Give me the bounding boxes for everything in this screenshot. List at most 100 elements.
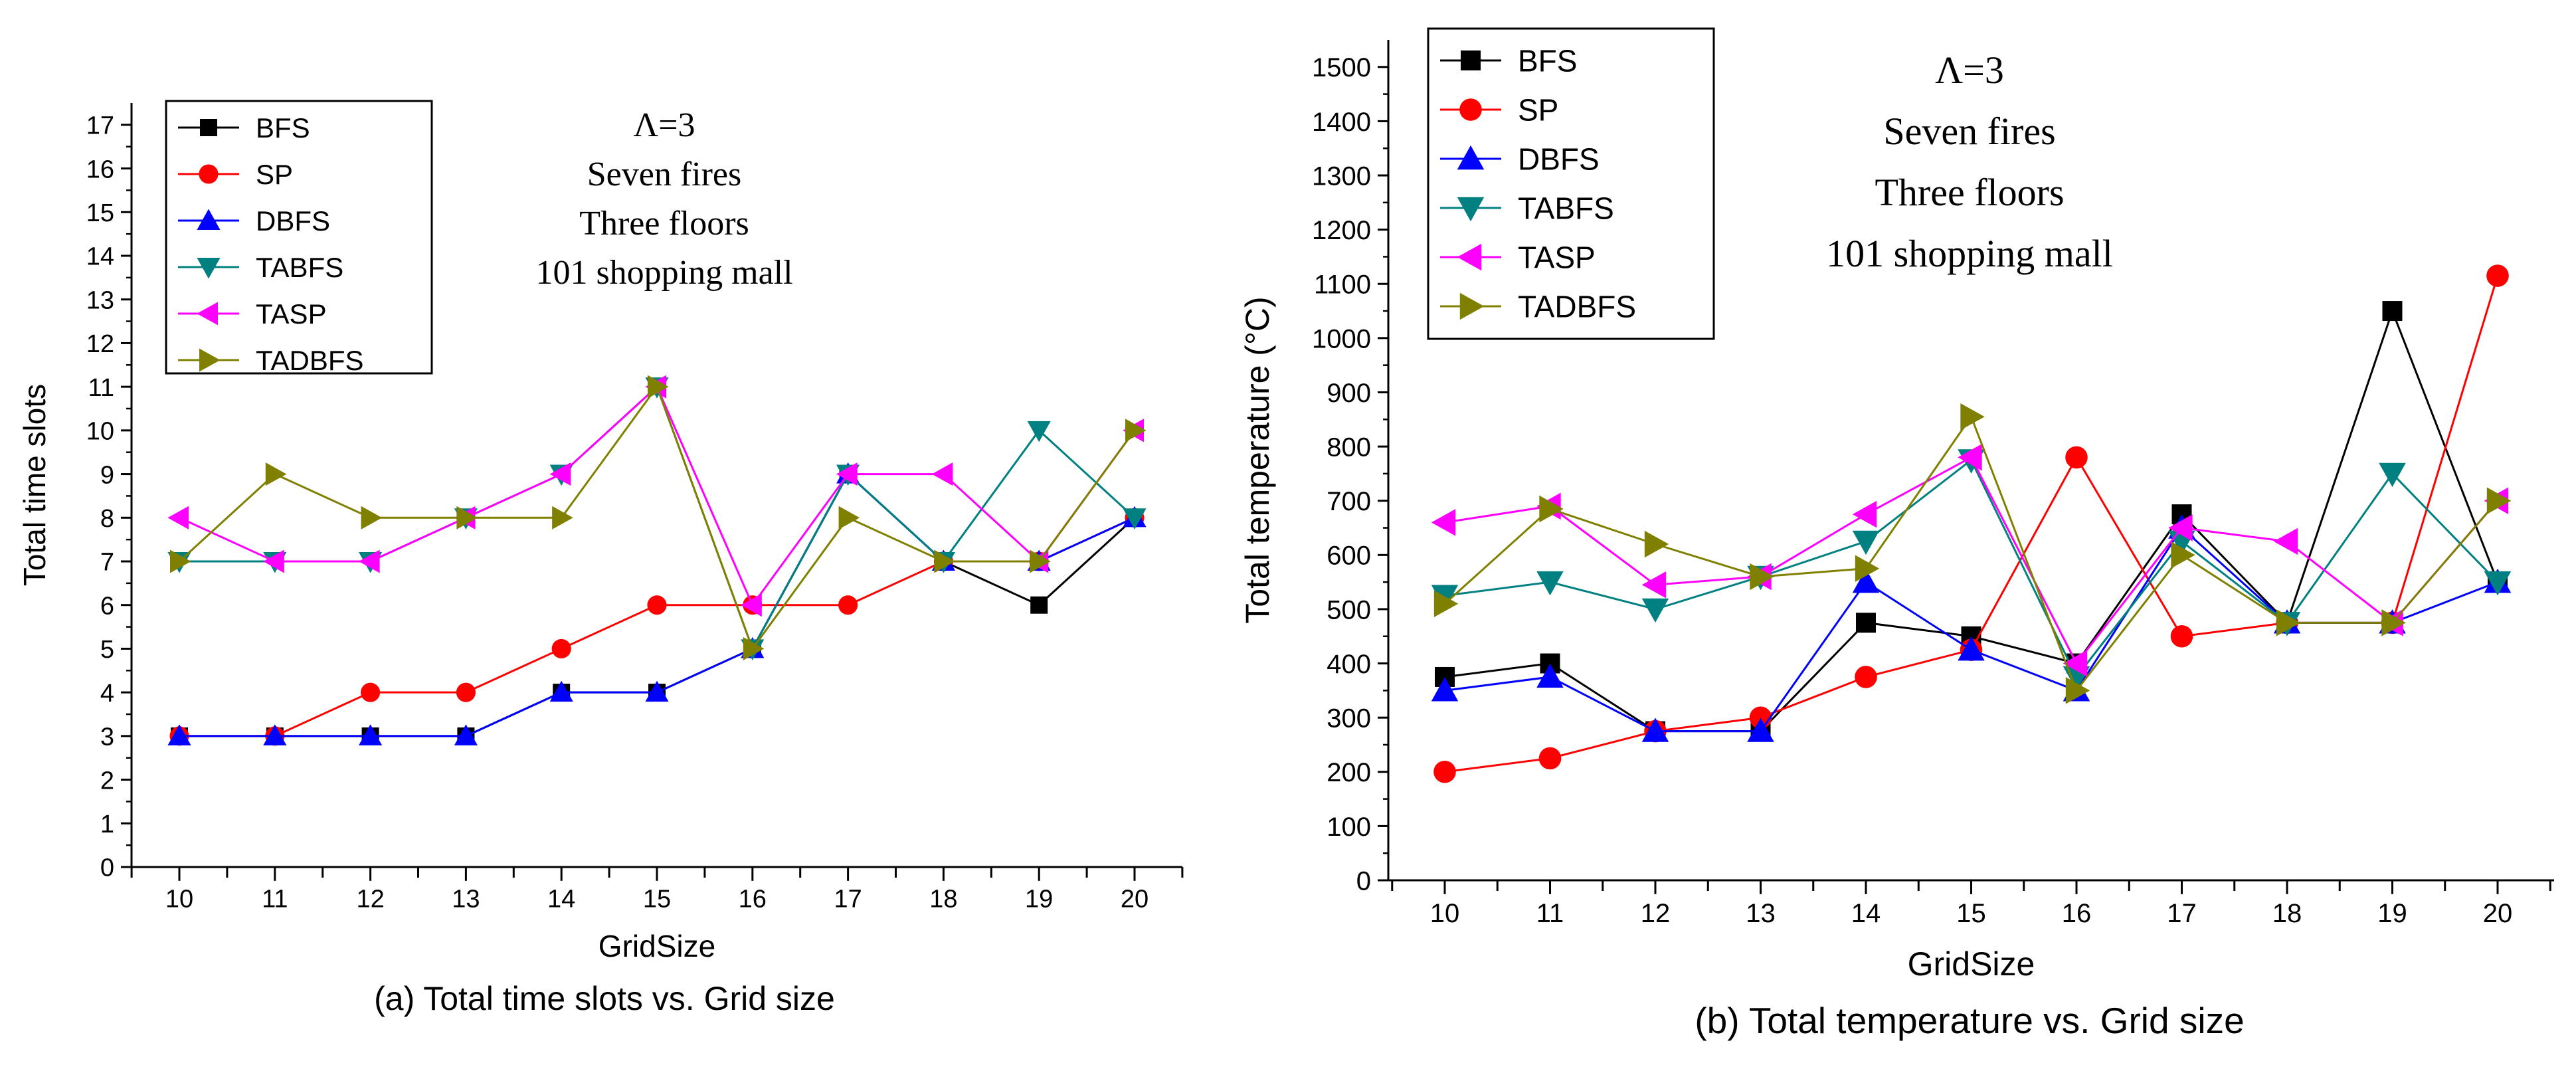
- data-point: [1852, 500, 1877, 528]
- series-tadbfs: [1433, 403, 2512, 704]
- legend-marker: [1461, 50, 1481, 70]
- legend-label: DBFS: [1518, 142, 1600, 177]
- data-point: [1855, 555, 1880, 582]
- legend-marker: [200, 119, 217, 136]
- data-point: [169, 549, 191, 573]
- data-point: [2486, 487, 2512, 514]
- data-point: [359, 549, 380, 573]
- x-tick-label: 18: [929, 886, 957, 914]
- x-tick-label: 12: [1641, 899, 1671, 928]
- data-point: [1539, 495, 1564, 523]
- data-point: [361, 682, 381, 702]
- data-point: [1750, 563, 1774, 591]
- data-point: [454, 724, 478, 745]
- x-tick-label: 10: [1430, 899, 1460, 928]
- y-tick-label: 6: [100, 592, 114, 620]
- legend-label: TABFS: [1518, 191, 1614, 226]
- y-tick-label: 700: [1327, 487, 1371, 516]
- data-point: [456, 682, 476, 702]
- annotation-line: Seven fires: [1883, 110, 2055, 153]
- y-axis-title: Total temperature (°C): [1239, 296, 1276, 623]
- x-tick-label: 14: [1851, 899, 1881, 928]
- data-point: [1641, 718, 1669, 742]
- x-ticks: 10 11 12 13 14 15 16 17 18 19 20: [130, 867, 1184, 914]
- annotation-line: Three floors: [579, 205, 749, 242]
- data-point: [647, 375, 669, 399]
- legend-marker: [1459, 292, 1485, 320]
- data-point: [359, 724, 383, 745]
- y-tick-label: 1100: [1314, 270, 1371, 300]
- x-tick-label: 15: [1956, 899, 1986, 928]
- series-line: [1444, 308, 2499, 733]
- legend-marker: [197, 302, 219, 326]
- legend-marker: [1457, 197, 1485, 222]
- data-point: [1855, 666, 1877, 688]
- legend-marker: [197, 209, 221, 231]
- y-tick-label: 900: [1327, 379, 1371, 408]
- data-point: [263, 724, 287, 745]
- data-point: [836, 462, 858, 486]
- y-tick-label: 9: [100, 461, 114, 489]
- legend-label: BFS: [1518, 44, 1577, 78]
- data-point: [1856, 613, 1876, 633]
- y-tick-label: 1: [100, 811, 114, 838]
- x-axis-title: GridSize: [598, 929, 715, 963]
- data-point: [1536, 571, 1564, 596]
- annotation-line: 101 shopping mall: [535, 254, 792, 292]
- data-point: [1125, 419, 1147, 442]
- data-point: [2381, 609, 2406, 636]
- data-point: [1030, 596, 1048, 614]
- series-bfs: [1435, 301, 2508, 741]
- data-point: [265, 462, 287, 486]
- data-point: [1960, 403, 1985, 431]
- y-tick-label: 4: [100, 680, 114, 708]
- data-point: [1641, 598, 1669, 623]
- data-point: [838, 506, 860, 530]
- data-point: [551, 638, 571, 658]
- x-tick-label: 18: [2272, 899, 2302, 928]
- y-axis-title: Total time slots: [17, 384, 52, 586]
- x-tick-label: 12: [356, 886, 384, 914]
- annotation-line: Seven fires: [587, 155, 741, 193]
- data-point: [1027, 421, 1051, 442]
- series-tasp: [167, 375, 1145, 617]
- y-tick-label: 3: [100, 724, 114, 751]
- legend-marker: [199, 164, 219, 184]
- legend-marker: [1457, 243, 1482, 271]
- legend-label: SP: [1518, 93, 1558, 128]
- data-point: [741, 593, 762, 617]
- x-tick-label: 11: [1536, 899, 1564, 928]
- figure-caption: (b) Total temperature vs. Grid size: [1695, 1000, 2244, 1041]
- data-point: [361, 506, 383, 530]
- data-point: [2382, 301, 2403, 322]
- y-tick-label: 7: [100, 549, 114, 577]
- data-point: [167, 506, 189, 530]
- annotation: Λ=3 Seven fires Three floors 101 shopping m…: [1826, 48, 2113, 275]
- y-tick-label: 1000: [1312, 324, 1371, 353]
- x-tick-label: 19: [2377, 899, 2407, 928]
- legend-marker: [1457, 145, 1485, 170]
- data-point: [1433, 760, 1456, 783]
- legend-box: [165, 100, 433, 375]
- y-tick-label: 600: [1327, 541, 1371, 571]
- data-point: [934, 549, 955, 573]
- legend-label: TADBFS: [256, 345, 364, 376]
- data-point: [1433, 590, 1459, 618]
- series-line: [179, 516, 1135, 737]
- legend: BFS SP DBFS TABFS TASP TADBFS: [165, 100, 433, 376]
- legend-marker: [197, 257, 221, 279]
- legend-label: TASP: [256, 298, 327, 330]
- y-tick-label: 1200: [1312, 216, 1371, 245]
- y-tick-label: 1500: [1312, 53, 1371, 82]
- series-tadbfs: [169, 375, 1147, 660]
- data-point: [2168, 514, 2193, 541]
- data-point: [1641, 571, 1667, 599]
- legend-label: SP: [256, 159, 293, 190]
- y-tick-label: 200: [1327, 758, 1371, 787]
- data-point: [2486, 264, 2509, 287]
- x-tick-label: 14: [547, 886, 575, 914]
- data-point: [263, 549, 284, 573]
- annotation-line: Three floors: [1875, 171, 2064, 214]
- y-tick-label: 2: [100, 767, 114, 795]
